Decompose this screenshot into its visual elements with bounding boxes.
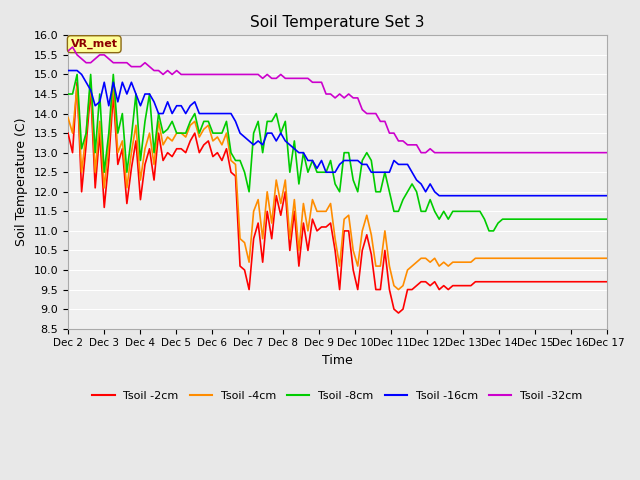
Legend: Tsoil -2cm, Tsoil -4cm, Tsoil -8cm, Tsoil -16cm, Tsoil -32cm: Tsoil -2cm, Tsoil -4cm, Tsoil -8cm, Tsoi… [88,386,587,405]
Text: VR_met: VR_met [71,39,118,49]
X-axis label: Time: Time [322,354,353,367]
Title: Soil Temperature Set 3: Soil Temperature Set 3 [250,15,424,30]
Y-axis label: Soil Temperature (C): Soil Temperature (C) [15,118,28,246]
